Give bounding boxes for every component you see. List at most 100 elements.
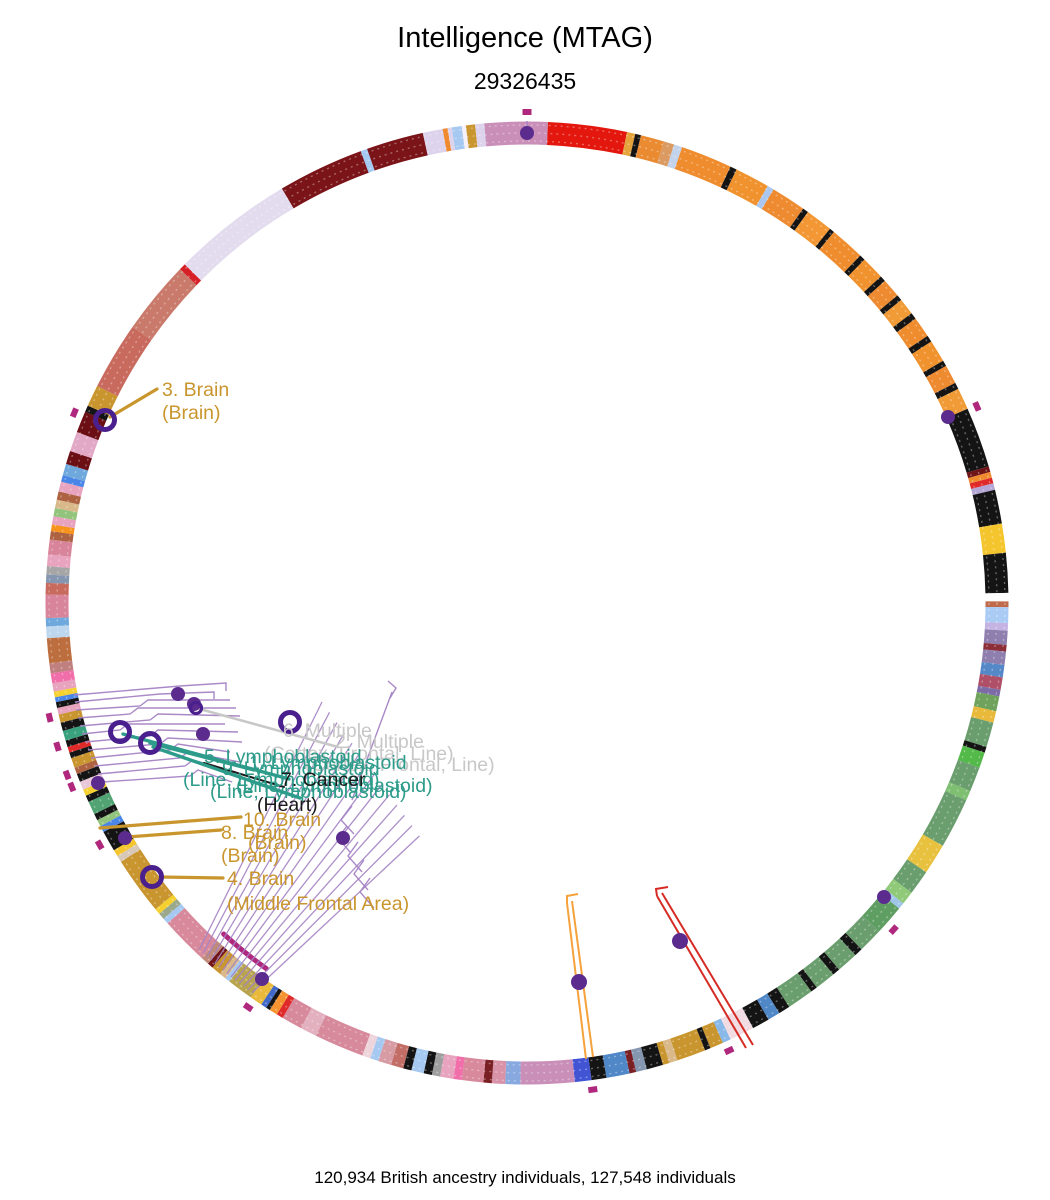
ring-segment — [696, 1026, 711, 1051]
ring-segment — [845, 915, 880, 950]
ring-segment — [867, 280, 898, 311]
ring-segment — [922, 790, 967, 846]
ring-segment — [411, 1048, 429, 1074]
ring-segment — [56, 491, 81, 505]
inner-band — [221, 931, 269, 972]
ring-segment — [66, 451, 92, 471]
label-4-brain-line-2: (Middle Frontal Area) — [227, 893, 409, 915]
ring-segment — [670, 1028, 706, 1061]
ring-segment — [261, 985, 279, 1008]
ring-segment — [465, 124, 478, 149]
dendrogram-line — [77, 707, 236, 719]
ring-segment — [57, 703, 81, 715]
ring-segment — [964, 716, 994, 747]
ring-segment — [546, 121, 628, 155]
ring-segment — [957, 745, 985, 768]
label-3-brain-line-2: (Brain) — [162, 402, 221, 424]
ring-segment — [53, 687, 78, 698]
link-black-7-cancer — [203, 762, 285, 788]
ring-segment — [983, 642, 1007, 652]
anchor-dot — [118, 831, 132, 845]
anchor-dot — [941, 410, 955, 424]
label-9-lymphoblastoid-line-2: (Line, Lymphoblastoid) — [210, 781, 407, 803]
ring-segment — [431, 1052, 445, 1077]
ring-segment — [50, 524, 75, 535]
label-5-lymphoblastoid: 5. Lymphoblastoid (Line, Lymphoblastoid) — [183, 746, 380, 791]
anchor-open-circle — [108, 720, 132, 744]
label-6-multiple-line-2: (Cortex, Frontal, Line) — [264, 743, 454, 765]
ring-segment — [911, 341, 944, 373]
ring-segment — [360, 148, 375, 173]
ring-segment — [201, 941, 224, 964]
ring-segment — [362, 1033, 378, 1059]
anchor-open-circle — [278, 710, 302, 734]
ring-segment — [656, 1040, 670, 1065]
ring-segment — [491, 1060, 507, 1085]
ring-segment — [824, 938, 856, 970]
ring-segment — [879, 295, 902, 315]
ring-segment — [53, 507, 78, 521]
ring-segment — [167, 907, 218, 958]
ring-segment — [97, 326, 152, 397]
ring-segment — [883, 299, 912, 328]
ring-segment — [640, 1042, 663, 1070]
ring-segment — [46, 554, 71, 568]
ring-segment — [797, 969, 817, 992]
label-7-cancer-line-1: 7. Cancer — [281, 769, 366, 791]
dendrogram-line — [387, 680, 397, 699]
position-tick — [522, 109, 532, 115]
ring-segment — [971, 706, 997, 723]
label-7-cancer: 7. Cancer (Heart) — [257, 769, 366, 816]
pin-red — [661, 892, 754, 1046]
label-2-multiple: 2. Multiple (Cortex, Frontal, Line) — [305, 731, 495, 776]
anchor-small-circle — [188, 700, 204, 716]
label-3-brain-line-1: 3. Brain — [162, 379, 229, 401]
ring-segment — [949, 759, 980, 792]
ring-segment — [51, 516, 77, 529]
dendrogram-fan-line — [247, 825, 413, 991]
link-gold-3-brain — [108, 387, 159, 419]
ring-segment — [60, 717, 85, 731]
dendrogram-fan-line — [222, 763, 368, 971]
ring-segment — [70, 432, 99, 459]
ring-segment — [159, 898, 181, 919]
ring-segment — [52, 679, 77, 692]
label-6-multiple: 6. Multiple (Cortex, Frontal, Line) — [264, 720, 454, 765]
ring-segment — [819, 231, 861, 273]
ring-texture — [48, 124, 1006, 1082]
dendrogram-fan-line — [238, 804, 398, 984]
ring-segment — [767, 987, 790, 1014]
ring-segment — [657, 141, 675, 167]
anchor-dot — [572, 975, 586, 989]
plot-title: Intelligence (MTAG) — [397, 22, 653, 54]
dendrogram-line — [347, 841, 363, 873]
label-6-multiple-line-1: 6. Multiple — [283, 720, 372, 742]
label-7-cancer-line-2: (Heart) — [257, 794, 318, 816]
position-tick — [972, 401, 982, 412]
ring-segment — [802, 956, 834, 988]
position-tick — [62, 769, 72, 781]
ring-segment — [622, 132, 636, 157]
ring-segment — [61, 475, 85, 488]
ring-segment — [207, 946, 228, 968]
ring-segment — [761, 189, 804, 228]
dendrogram-line — [74, 691, 215, 703]
ring-segment — [588, 1055, 607, 1081]
ring-segment — [50, 669, 75, 684]
ring-segment — [881, 889, 904, 909]
ring-segment — [776, 972, 812, 1007]
ring-segment — [977, 673, 1003, 690]
ring-segment — [483, 1059, 494, 1084]
anchor-dot — [91, 776, 105, 790]
dendrogram-line — [353, 859, 369, 891]
ring-segment — [624, 1049, 637, 1074]
ring-segment — [630, 1047, 647, 1072]
dendrogram-fan-line — [243, 814, 405, 988]
ring-segment — [968, 471, 992, 484]
ring-segment — [117, 843, 141, 862]
position-tick — [587, 1086, 598, 1094]
link-gold-4-brain — [158, 875, 225, 880]
ring-segment — [46, 566, 70, 576]
dendrogram-line — [351, 691, 393, 801]
